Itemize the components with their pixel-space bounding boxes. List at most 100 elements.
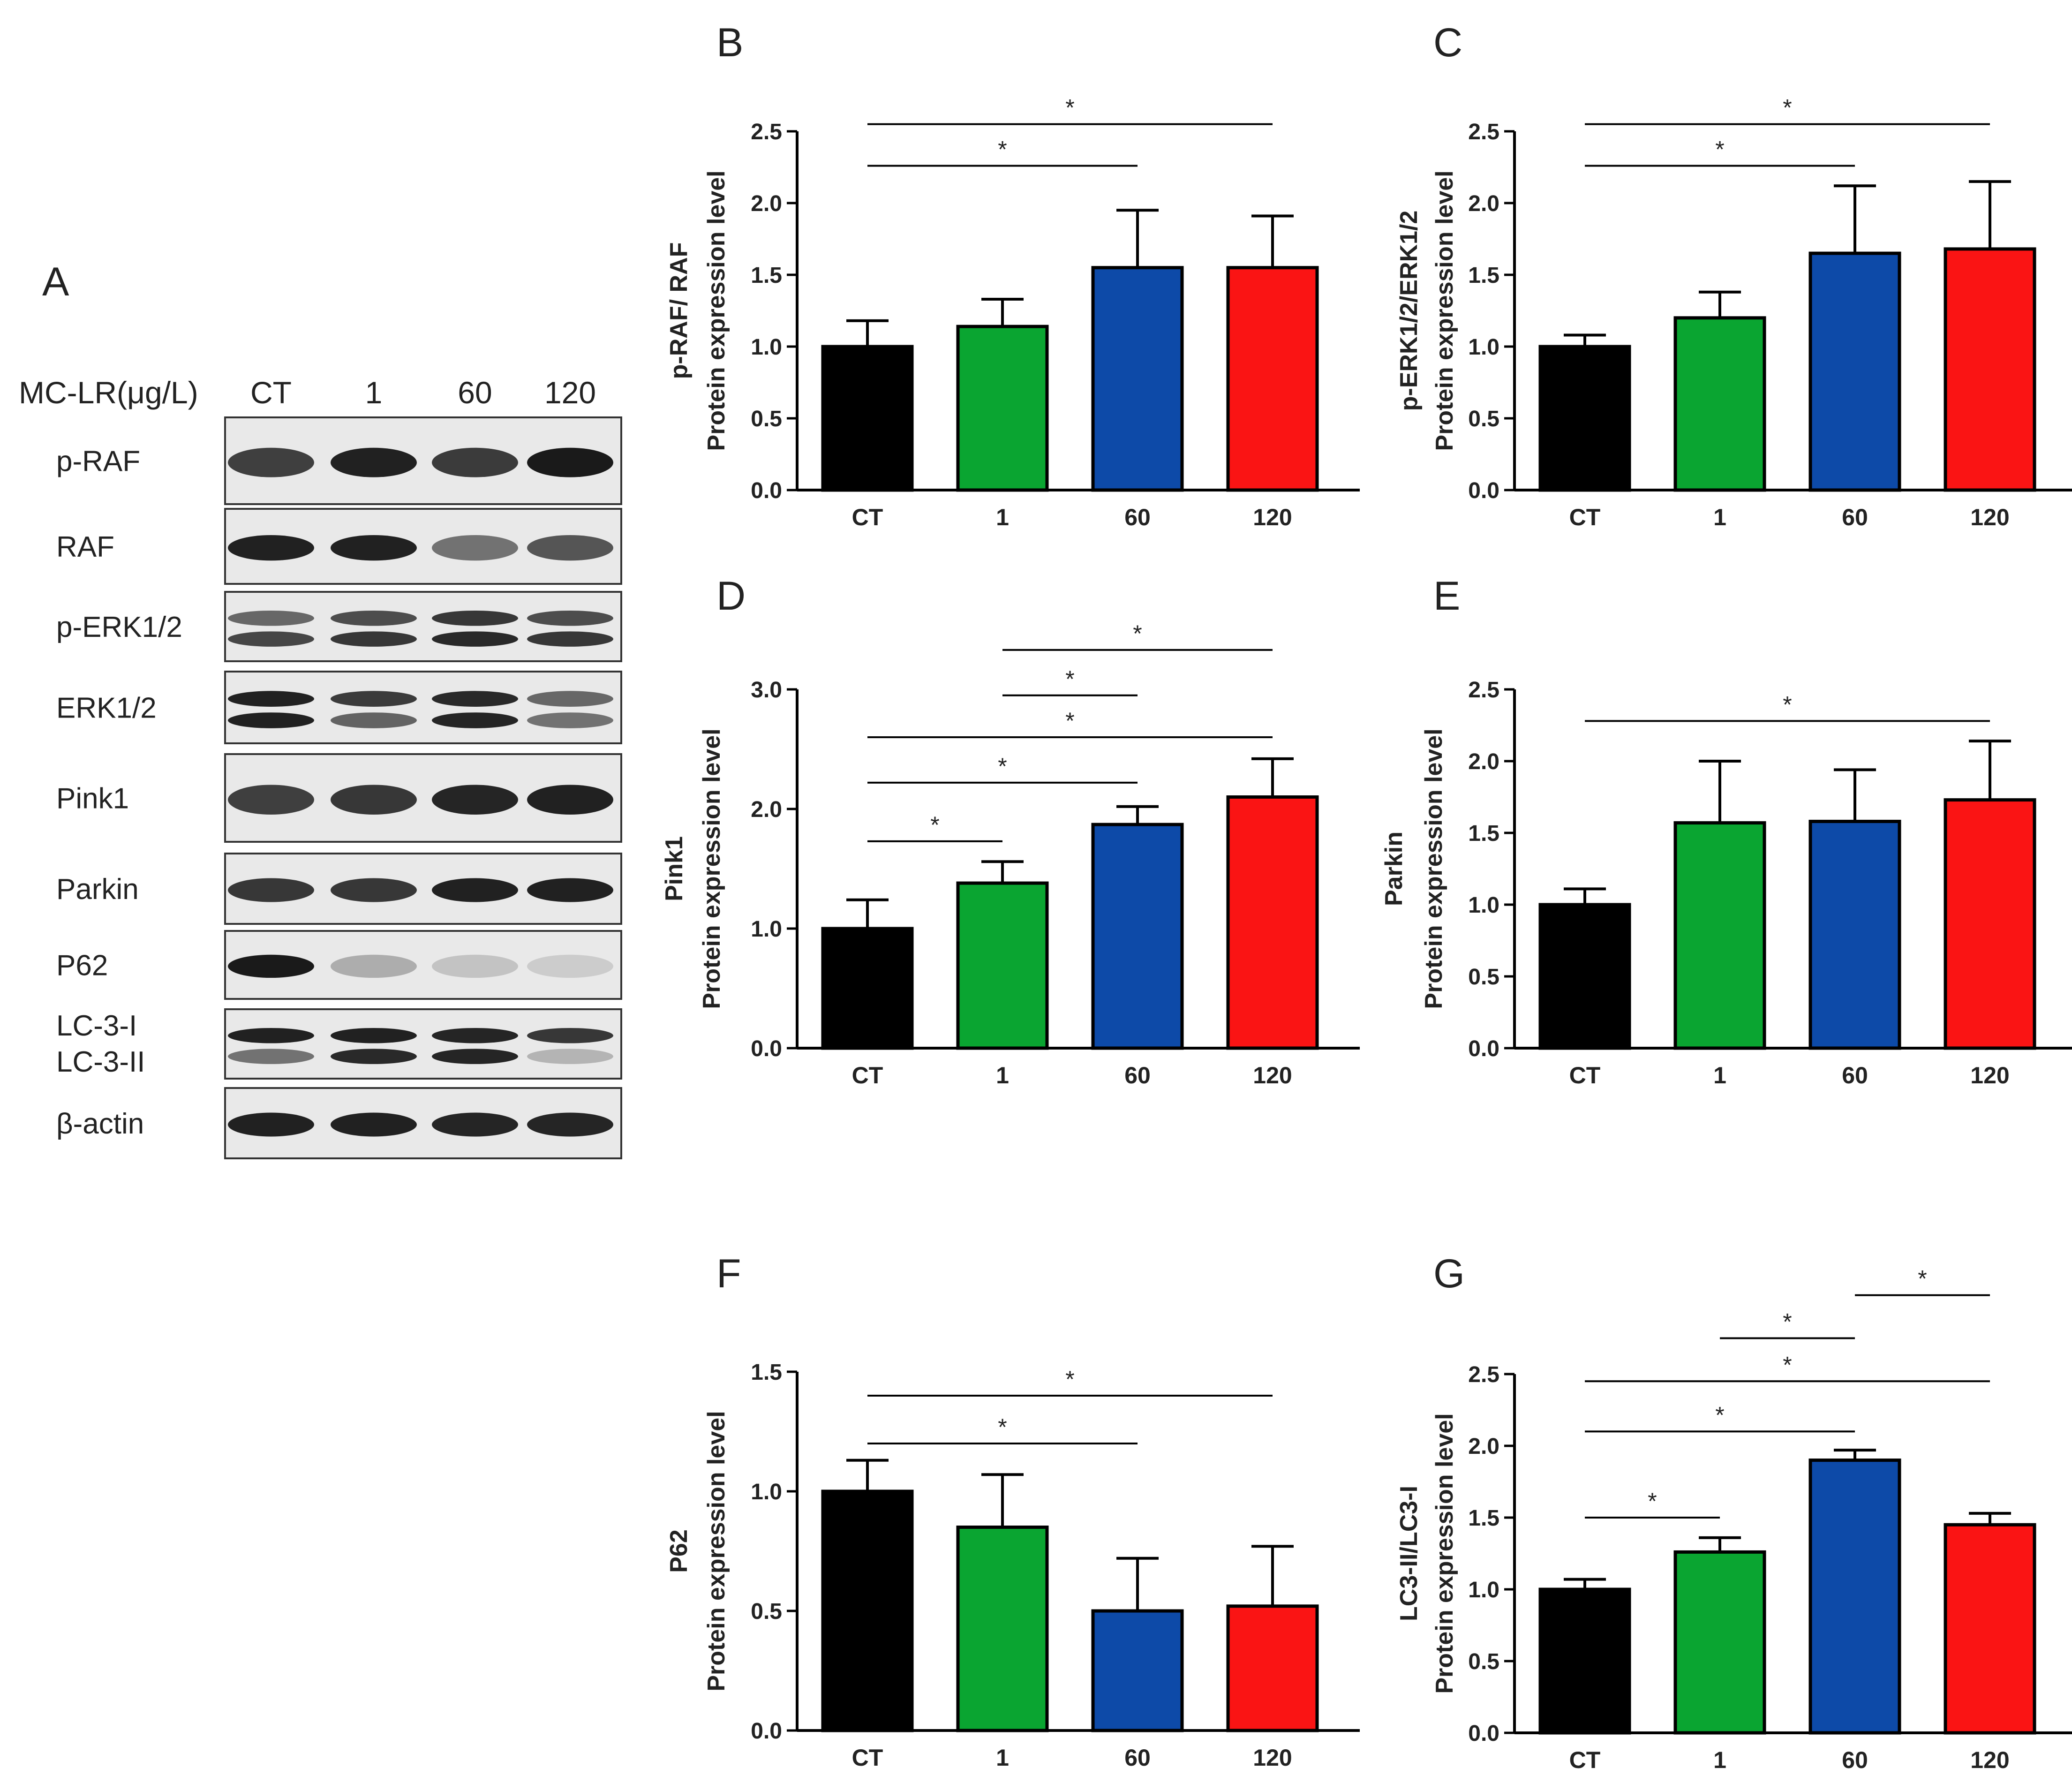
lane-label: 60 (458, 375, 492, 410)
blot-band (527, 878, 613, 902)
bar-60 (1808, 1458, 1901, 1735)
blot-band (228, 610, 314, 626)
x-tick-label: 1 (1713, 1747, 1726, 1773)
blot-label: ERK1/2 (56, 692, 157, 725)
y-axis-title: Protein expression level (1431, 170, 1458, 451)
blot-band (432, 712, 518, 728)
y-tick-label: 1.0 (1468, 335, 1499, 360)
y-tick-label: 2.5 (751, 120, 782, 144)
blot-band (432, 878, 518, 902)
blot-band (228, 1112, 314, 1137)
blot-band (228, 447, 314, 477)
western-blot-panel: A MC-LR(μg/L) CT 1 60 120 p-RAF RAF p-ERK1/2 ERK1… (19, 259, 622, 1159)
bar-CT (1538, 903, 1631, 1050)
x-tick-label: CT (1569, 1062, 1601, 1088)
blot-band (527, 1112, 613, 1137)
blot-band (228, 954, 314, 978)
significance-star: * (1065, 708, 1074, 734)
x-tick-label: CT (1569, 504, 1601, 530)
blot-band (527, 1028, 613, 1043)
y-tick-label: 0.5 (1468, 407, 1499, 431)
blot-box (224, 591, 622, 662)
blot-band (331, 954, 417, 978)
y-tick-label: 0.0 (751, 478, 782, 503)
blot-band (331, 1049, 417, 1064)
bar-CT (821, 927, 914, 1050)
y-tick-label: 2.0 (751, 191, 782, 216)
chart-panel-E: E 0.0 0.5 1.0 1.5 2.0 2.5 Parkin Protein express… (1380, 574, 2072, 1088)
blot-band (228, 1049, 314, 1064)
bar-120 (1944, 1523, 2036, 1735)
bar-CT (821, 345, 914, 492)
blot-band (432, 610, 518, 626)
y-tick-label: 0.0 (1468, 478, 1499, 503)
x-tick-label: 60 (1842, 1062, 1868, 1088)
blot-band (527, 691, 613, 707)
y-tick-label: 2.0 (1468, 1434, 1499, 1459)
x-tick-label: 60 (1124, 504, 1151, 530)
blot-band (432, 1049, 518, 1064)
blot-band (228, 631, 314, 647)
significance-star: * (1648, 1488, 1657, 1514)
blot-band (331, 878, 417, 902)
blot-band (331, 631, 417, 647)
y-axis-title: Parkin (1380, 831, 1408, 906)
x-tick-label: 120 (1253, 1745, 1292, 1771)
blot-label: Parkin (56, 873, 139, 906)
significance-star: * (1065, 666, 1074, 692)
bar-1 (956, 1526, 1049, 1732)
significance-star: * (1715, 136, 1724, 162)
blot-label: LC-3-I (56, 1010, 137, 1042)
bar-60 (1091, 266, 1184, 492)
bar-120 (1226, 1604, 1319, 1732)
bar-CT (1538, 345, 1631, 492)
x-tick-label: 120 (1970, 1062, 2009, 1088)
blot-band (331, 1112, 417, 1137)
x-tick-label: 1 (996, 1745, 1009, 1771)
y-tick-label: 0.5 (751, 407, 782, 431)
bar-120 (1226, 795, 1319, 1050)
significance-star: * (1783, 95, 1792, 121)
bar-60 (1808, 251, 1901, 492)
blot-band (228, 1028, 314, 1043)
x-tick-label: 60 (1124, 1062, 1151, 1088)
y-tick-label: 0.5 (751, 1599, 782, 1624)
y-axis-title: p-RAF/ RAF (665, 242, 693, 379)
y-tick-label: 1.0 (1468, 893, 1499, 918)
blot-band (432, 691, 518, 707)
significance-star: * (1133, 620, 1142, 647)
y-axis-title: Protein expression level (1420, 728, 1447, 1009)
blot-band (331, 712, 417, 728)
y-tick-label: 2.5 (1468, 678, 1499, 703)
panel-letter: C (1433, 20, 1462, 65)
blot-label: P62 (56, 950, 108, 982)
blot-band (228, 878, 314, 902)
blot-label-secondary: LC-3-II (56, 1046, 145, 1078)
significance-star: * (998, 136, 1007, 162)
x-tick-label: 1 (996, 504, 1009, 530)
significance-star: * (998, 753, 1007, 779)
y-tick-label: 1.0 (751, 335, 782, 360)
blot-label: Pink1 (56, 783, 129, 815)
panel-letter: E (1433, 574, 1460, 619)
bar-120 (1944, 247, 2036, 492)
y-tick-label: 0.0 (1468, 1036, 1499, 1061)
x-tick-label: 1 (996, 1062, 1009, 1088)
blot-band (432, 631, 518, 647)
blot-band (331, 447, 417, 477)
blot-band (331, 535, 417, 561)
y-tick-label: 1.5 (751, 1360, 782, 1385)
y-tick-label: 2.0 (1468, 749, 1499, 774)
panel-letter: B (716, 20, 743, 65)
y-tick-label: 1.5 (1468, 821, 1499, 846)
blot-band (527, 1049, 613, 1064)
x-tick-label: 1 (1713, 1062, 1726, 1088)
y-tick-label: 0.5 (1468, 1649, 1499, 1674)
chart-panel-G: G 0.0 0.5 1.0 1.5 2.0 2.5 LC3-II/LC3-I Protein e… (1395, 1251, 2072, 1773)
y-tick-label: 1.0 (1468, 1578, 1499, 1602)
blot-band (228, 691, 314, 707)
bar-1 (956, 325, 1049, 492)
bar-CT (821, 1489, 914, 1732)
bar-60 (1808, 820, 1901, 1050)
